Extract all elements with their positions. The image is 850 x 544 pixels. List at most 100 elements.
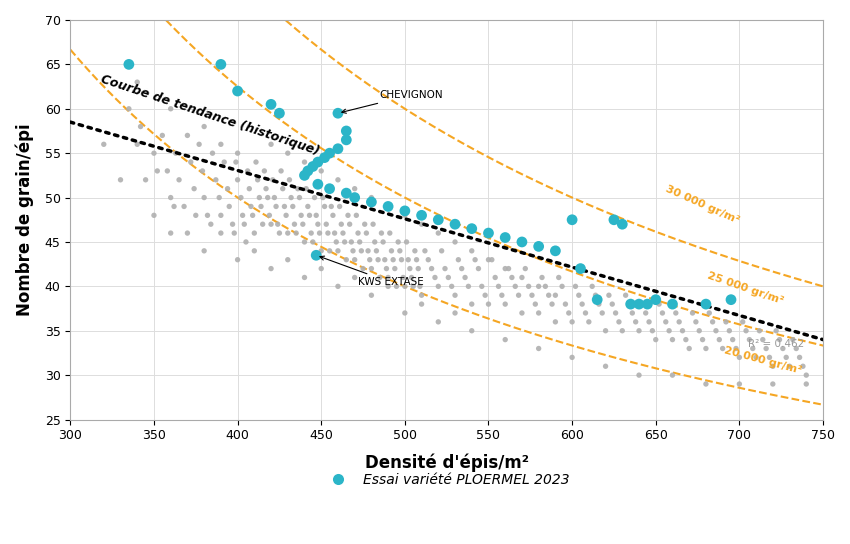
Text: CHEVIGNON: CHEVIGNON xyxy=(342,90,444,113)
Point xyxy=(709,326,722,335)
Point xyxy=(796,362,810,370)
Point xyxy=(632,300,646,308)
Point xyxy=(491,282,505,290)
Point xyxy=(482,255,496,264)
Point xyxy=(214,211,228,220)
Point xyxy=(465,326,479,335)
Point xyxy=(180,131,194,140)
Point xyxy=(615,326,629,335)
Point xyxy=(743,335,756,344)
Point xyxy=(552,273,565,282)
Point xyxy=(472,264,485,273)
Point xyxy=(206,149,219,158)
Point xyxy=(505,273,518,282)
Point xyxy=(341,211,354,220)
Point xyxy=(298,171,311,180)
Point xyxy=(139,176,152,184)
Point xyxy=(335,220,348,228)
Point xyxy=(398,211,411,220)
Point xyxy=(512,291,525,300)
Point xyxy=(333,202,347,211)
Point xyxy=(298,158,311,166)
Point xyxy=(303,211,316,220)
Point xyxy=(371,255,385,264)
Point xyxy=(356,264,370,273)
Point xyxy=(375,228,388,237)
Point xyxy=(522,282,536,290)
Point xyxy=(164,228,178,237)
Point xyxy=(619,291,632,300)
Point xyxy=(465,246,479,255)
Point xyxy=(348,255,361,264)
Point xyxy=(280,211,293,220)
Point xyxy=(382,202,395,211)
Point xyxy=(636,300,649,308)
Point xyxy=(373,273,387,282)
Point xyxy=(348,184,361,193)
Point xyxy=(759,344,773,353)
Point xyxy=(313,228,326,237)
Point xyxy=(595,308,609,317)
Point xyxy=(669,308,683,317)
Point xyxy=(221,184,235,193)
Point xyxy=(130,78,144,86)
Point xyxy=(187,184,201,193)
Point xyxy=(696,335,710,344)
Point xyxy=(164,193,178,202)
Point xyxy=(281,255,295,264)
Point xyxy=(712,335,726,344)
Point xyxy=(498,300,512,308)
Point xyxy=(800,380,813,388)
Point xyxy=(180,228,194,237)
Point xyxy=(508,282,522,290)
Point xyxy=(246,211,259,220)
Point xyxy=(686,308,700,317)
Point xyxy=(349,211,363,220)
Point xyxy=(130,140,144,149)
Point xyxy=(289,228,303,237)
Point xyxy=(432,215,445,224)
Point xyxy=(147,211,161,220)
Point xyxy=(518,264,532,273)
Point xyxy=(565,318,579,326)
Point xyxy=(380,264,394,273)
Point xyxy=(323,246,337,255)
Point xyxy=(231,86,245,95)
Point xyxy=(231,255,245,264)
Point xyxy=(239,238,252,246)
Point xyxy=(343,220,356,228)
Point xyxy=(746,344,760,353)
Point xyxy=(515,308,529,317)
Point xyxy=(769,326,783,335)
Point xyxy=(323,149,337,158)
Point xyxy=(263,211,276,220)
Point xyxy=(591,295,604,304)
Point xyxy=(314,166,328,175)
Point xyxy=(258,166,271,175)
Point xyxy=(306,162,320,171)
Point xyxy=(515,238,529,246)
Point xyxy=(485,255,499,264)
Point xyxy=(97,140,110,149)
Point xyxy=(400,238,413,246)
Point xyxy=(532,308,546,317)
Point xyxy=(304,228,318,237)
Point xyxy=(439,264,452,273)
Point xyxy=(354,246,368,255)
Point xyxy=(323,184,337,193)
Point xyxy=(729,344,743,353)
Point xyxy=(766,362,779,370)
Point xyxy=(339,189,353,197)
Point xyxy=(532,344,546,353)
Point xyxy=(264,100,278,109)
Point xyxy=(378,255,392,264)
Point xyxy=(498,264,512,273)
Point xyxy=(766,380,779,388)
Point xyxy=(231,176,245,184)
Point xyxy=(332,282,345,290)
Point xyxy=(252,193,266,202)
Point xyxy=(306,238,320,246)
Point xyxy=(432,228,445,237)
Point xyxy=(482,300,496,308)
Point xyxy=(572,291,586,300)
